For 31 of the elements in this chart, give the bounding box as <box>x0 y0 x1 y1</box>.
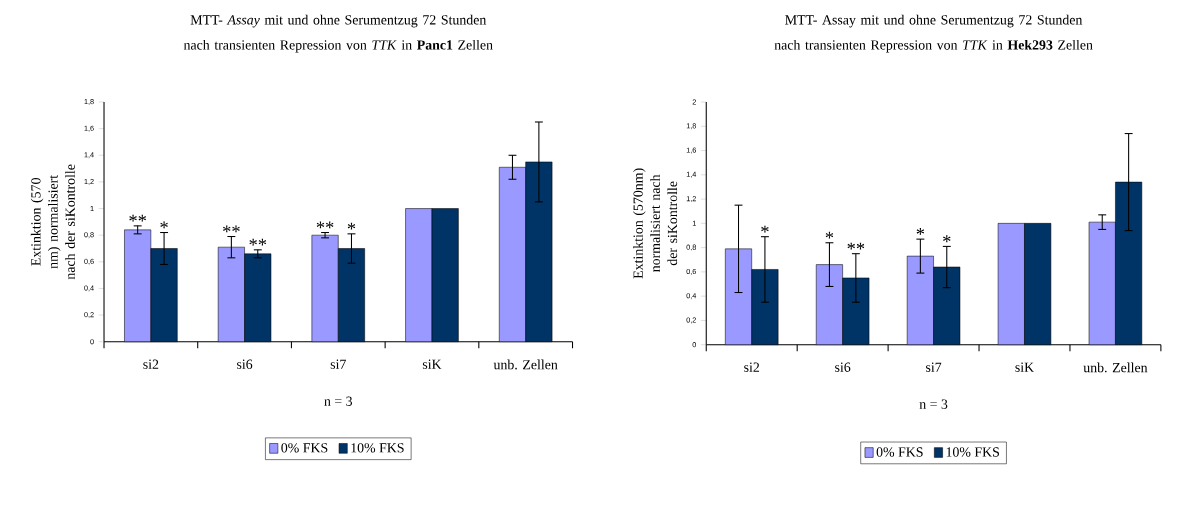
x-tick-label: si6 <box>237 359 253 369</box>
chart-title: MTT- Assay mit und ohne Serumentzug 72 Stunden nach transienten Repression von TTK in Hek293 Zellen <box>774 14 1093 53</box>
annotation: ** <box>249 238 267 246</box>
x-tick-label: unb. Zellen <box>493 359 558 370</box>
x-tick-label: siK <box>422 359 442 369</box>
x-tick-label: si7 <box>330 359 346 369</box>
annotation: ** <box>316 221 334 229</box>
legend-label: 0% FKS <box>281 443 328 453</box>
annotation: * <box>347 222 356 230</box>
annotation: * <box>825 231 834 239</box>
y-axis-title: Extinktion (570 nm) normalisiert nach der siKontrolle <box>30 164 75 280</box>
x-tick-label: siK <box>1015 362 1034 372</box>
chart-title: MTT- Assay mit und ohne Serumentzug 72 Stunden nach transienten Repression von TTK in Panc1 Zellen <box>183 14 493 53</box>
annotation: * <box>916 228 925 235</box>
legend-label: 10% FKS <box>351 443 404 453</box>
text: n = 3 <box>324 396 353 406</box>
x-tick-label: unb. Zellen <box>1083 362 1148 373</box>
legend-label: 10% FKS <box>946 447 999 457</box>
x-tick-label: si2 <box>744 362 760 372</box>
y-axis-title: Extinktion (570nm) normalisiert nach der siKontrolle <box>633 168 678 279</box>
x-tick-label: si2 <box>143 359 159 369</box>
annotation: * <box>761 225 769 233</box>
legend-label: 0% FKS <box>876 447 923 457</box>
annotation: * <box>943 235 951 243</box>
annotation: ** <box>223 225 240 233</box>
annotation: ** <box>129 214 147 222</box>
text: n = 3 <box>919 399 948 409</box>
x-tick-label: si7 <box>926 362 942 372</box>
annotation: ** <box>847 242 865 250</box>
annotation: * <box>160 221 168 229</box>
x-tick-label: si6 <box>835 362 851 372</box>
